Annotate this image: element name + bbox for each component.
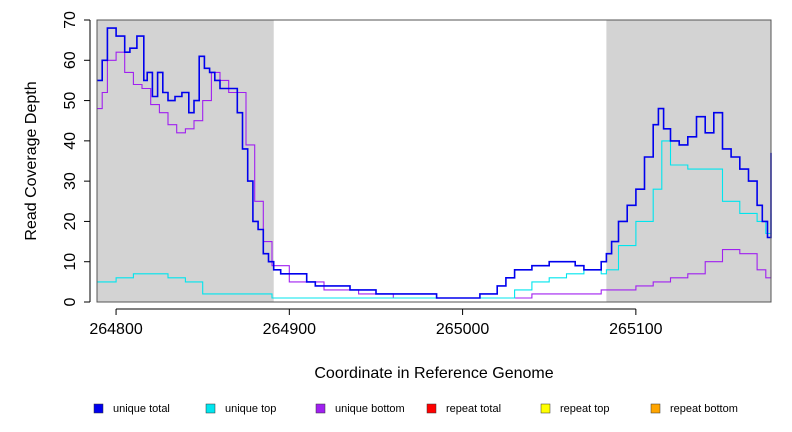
shaded-region-1: [97, 20, 274, 302]
y-tick-label: 10: [62, 253, 79, 271]
x-axis-title: Coordinate in Reference Genome: [314, 365, 553, 382]
y-axis-title: Read Coverage Depth: [23, 81, 40, 240]
legend-swatch: [650, 403, 661, 414]
legend-item-repeat-total: repeat total: [426, 403, 501, 415]
y-axis: 0 10 20 30 40 50 60 70: [62, 11, 91, 306]
series-line-unique-top: [97, 140, 772, 299]
legend-swatch: [315, 403, 326, 414]
series-line-unique-total: [97, 27, 772, 299]
legend-label: unique total: [113, 403, 170, 415]
legend-item-repeat-top: repeat top: [540, 403, 610, 415]
legend-swatch: [93, 403, 104, 414]
legend-label: unique bottom: [335, 403, 405, 415]
y-tick-label: 60: [62, 51, 79, 69]
shaded-regions: [97, 20, 771, 302]
x-tick-label: 264800: [89, 321, 142, 338]
x-tick-label: 265100: [609, 321, 662, 338]
shaded-region-2: [606, 20, 771, 302]
y-tick-label: 20: [62, 212, 79, 230]
legend-label: repeat total: [446, 403, 501, 415]
series-line-unique-bottom: [97, 51, 772, 299]
legend-label: unique top: [225, 403, 276, 415]
y-tick-label: 70: [62, 11, 79, 29]
x-axis: 264800 264900 265000 265100: [89, 308, 663, 338]
x-tick-label: 264900: [263, 321, 316, 338]
plot-frame: [96, 19, 772, 303]
y-tick-label: 0: [62, 297, 79, 306]
legend-swatch: [205, 403, 216, 414]
legend-item-unique-total: unique total: [93, 403, 170, 415]
y-tick-label: 50: [62, 92, 79, 110]
legend-swatch: [426, 403, 437, 414]
y-tick-label: 40: [62, 132, 79, 150]
legend-item-unique-bottom: unique bottom: [315, 403, 405, 415]
legend-swatch: [540, 403, 551, 414]
legend: unique total unique top unique bottom repea…: [93, 403, 738, 415]
legend-item-unique-top: unique top: [205, 403, 276, 415]
y-tick-label: 30: [62, 172, 79, 190]
legend-label: repeat top: [560, 403, 610, 415]
x-tick-label: 265000: [436, 321, 489, 338]
legend-label: repeat bottom: [670, 403, 738, 415]
legend-item-repeat-bottom: repeat bottom: [650, 403, 738, 415]
